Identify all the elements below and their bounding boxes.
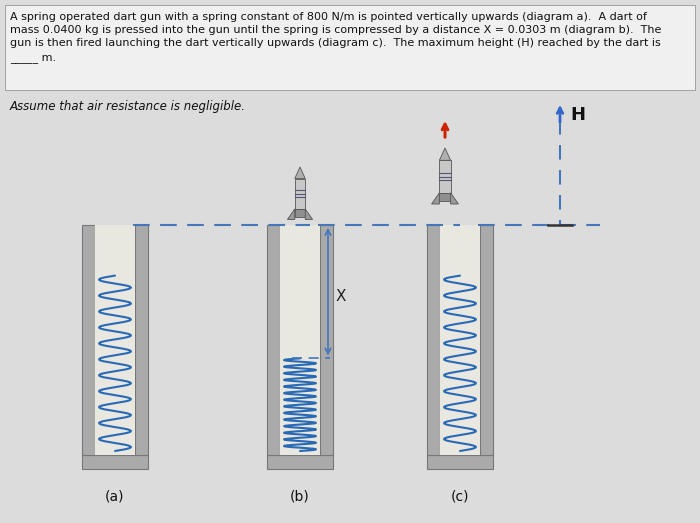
Text: (a): (a) — [105, 490, 125, 504]
Bar — [427, 455, 493, 469]
Bar — [480, 225, 493, 455]
Bar — [440, 161, 451, 193]
Text: Assume that air resistance is negligible.: Assume that air resistance is negligible… — [10, 100, 246, 113]
Bar — [440, 193, 451, 201]
Bar — [135, 225, 148, 455]
Bar — [440, 225, 480, 455]
Text: H: H — [570, 106, 585, 124]
Bar — [295, 178, 305, 209]
Polygon shape — [451, 193, 458, 204]
Bar — [82, 455, 148, 469]
Text: (c): (c) — [451, 490, 469, 504]
Polygon shape — [295, 167, 305, 178]
Polygon shape — [288, 209, 295, 220]
Bar — [427, 225, 440, 455]
Bar — [267, 225, 280, 455]
Bar — [82, 225, 95, 455]
Bar — [295, 209, 305, 217]
Bar — [95, 225, 135, 455]
Polygon shape — [440, 148, 451, 161]
Bar — [267, 455, 333, 469]
Polygon shape — [305, 209, 313, 220]
Text: (b): (b) — [290, 490, 310, 504]
Text: A spring operated dart gun with a spring constant of 800 N/m is pointed vertical: A spring operated dart gun with a spring… — [10, 12, 661, 63]
Bar — [320, 225, 333, 455]
Text: X: X — [336, 289, 346, 304]
Bar — [5, 5, 695, 90]
Polygon shape — [432, 193, 440, 204]
Bar — [280, 225, 320, 455]
